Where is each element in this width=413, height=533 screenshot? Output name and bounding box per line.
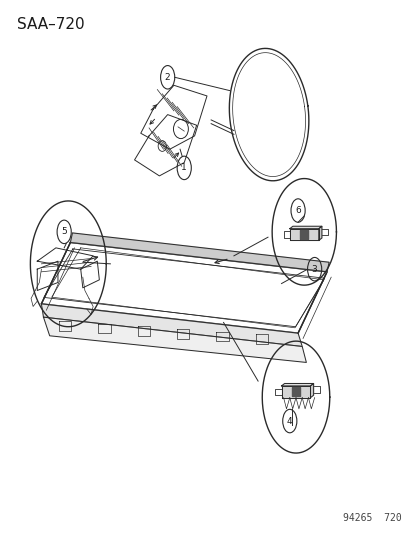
Polygon shape	[310, 384, 313, 398]
Polygon shape	[281, 386, 310, 398]
Text: 2: 2	[164, 73, 170, 82]
Polygon shape	[70, 233, 328, 272]
Polygon shape	[43, 317, 306, 362]
Polygon shape	[318, 227, 321, 240]
Polygon shape	[41, 304, 301, 346]
Text: 4: 4	[286, 417, 292, 425]
Text: SAA–720: SAA–720	[17, 17, 84, 32]
Text: 94265  720: 94265 720	[342, 513, 401, 523]
Polygon shape	[289, 229, 318, 240]
Text: 6: 6	[294, 206, 300, 215]
Polygon shape	[281, 384, 313, 386]
Text: 3: 3	[311, 265, 317, 273]
Polygon shape	[291, 387, 299, 396]
Text: 1: 1	[181, 164, 187, 172]
Polygon shape	[299, 230, 308, 239]
Polygon shape	[289, 227, 321, 229]
Text: 5: 5	[61, 228, 67, 236]
